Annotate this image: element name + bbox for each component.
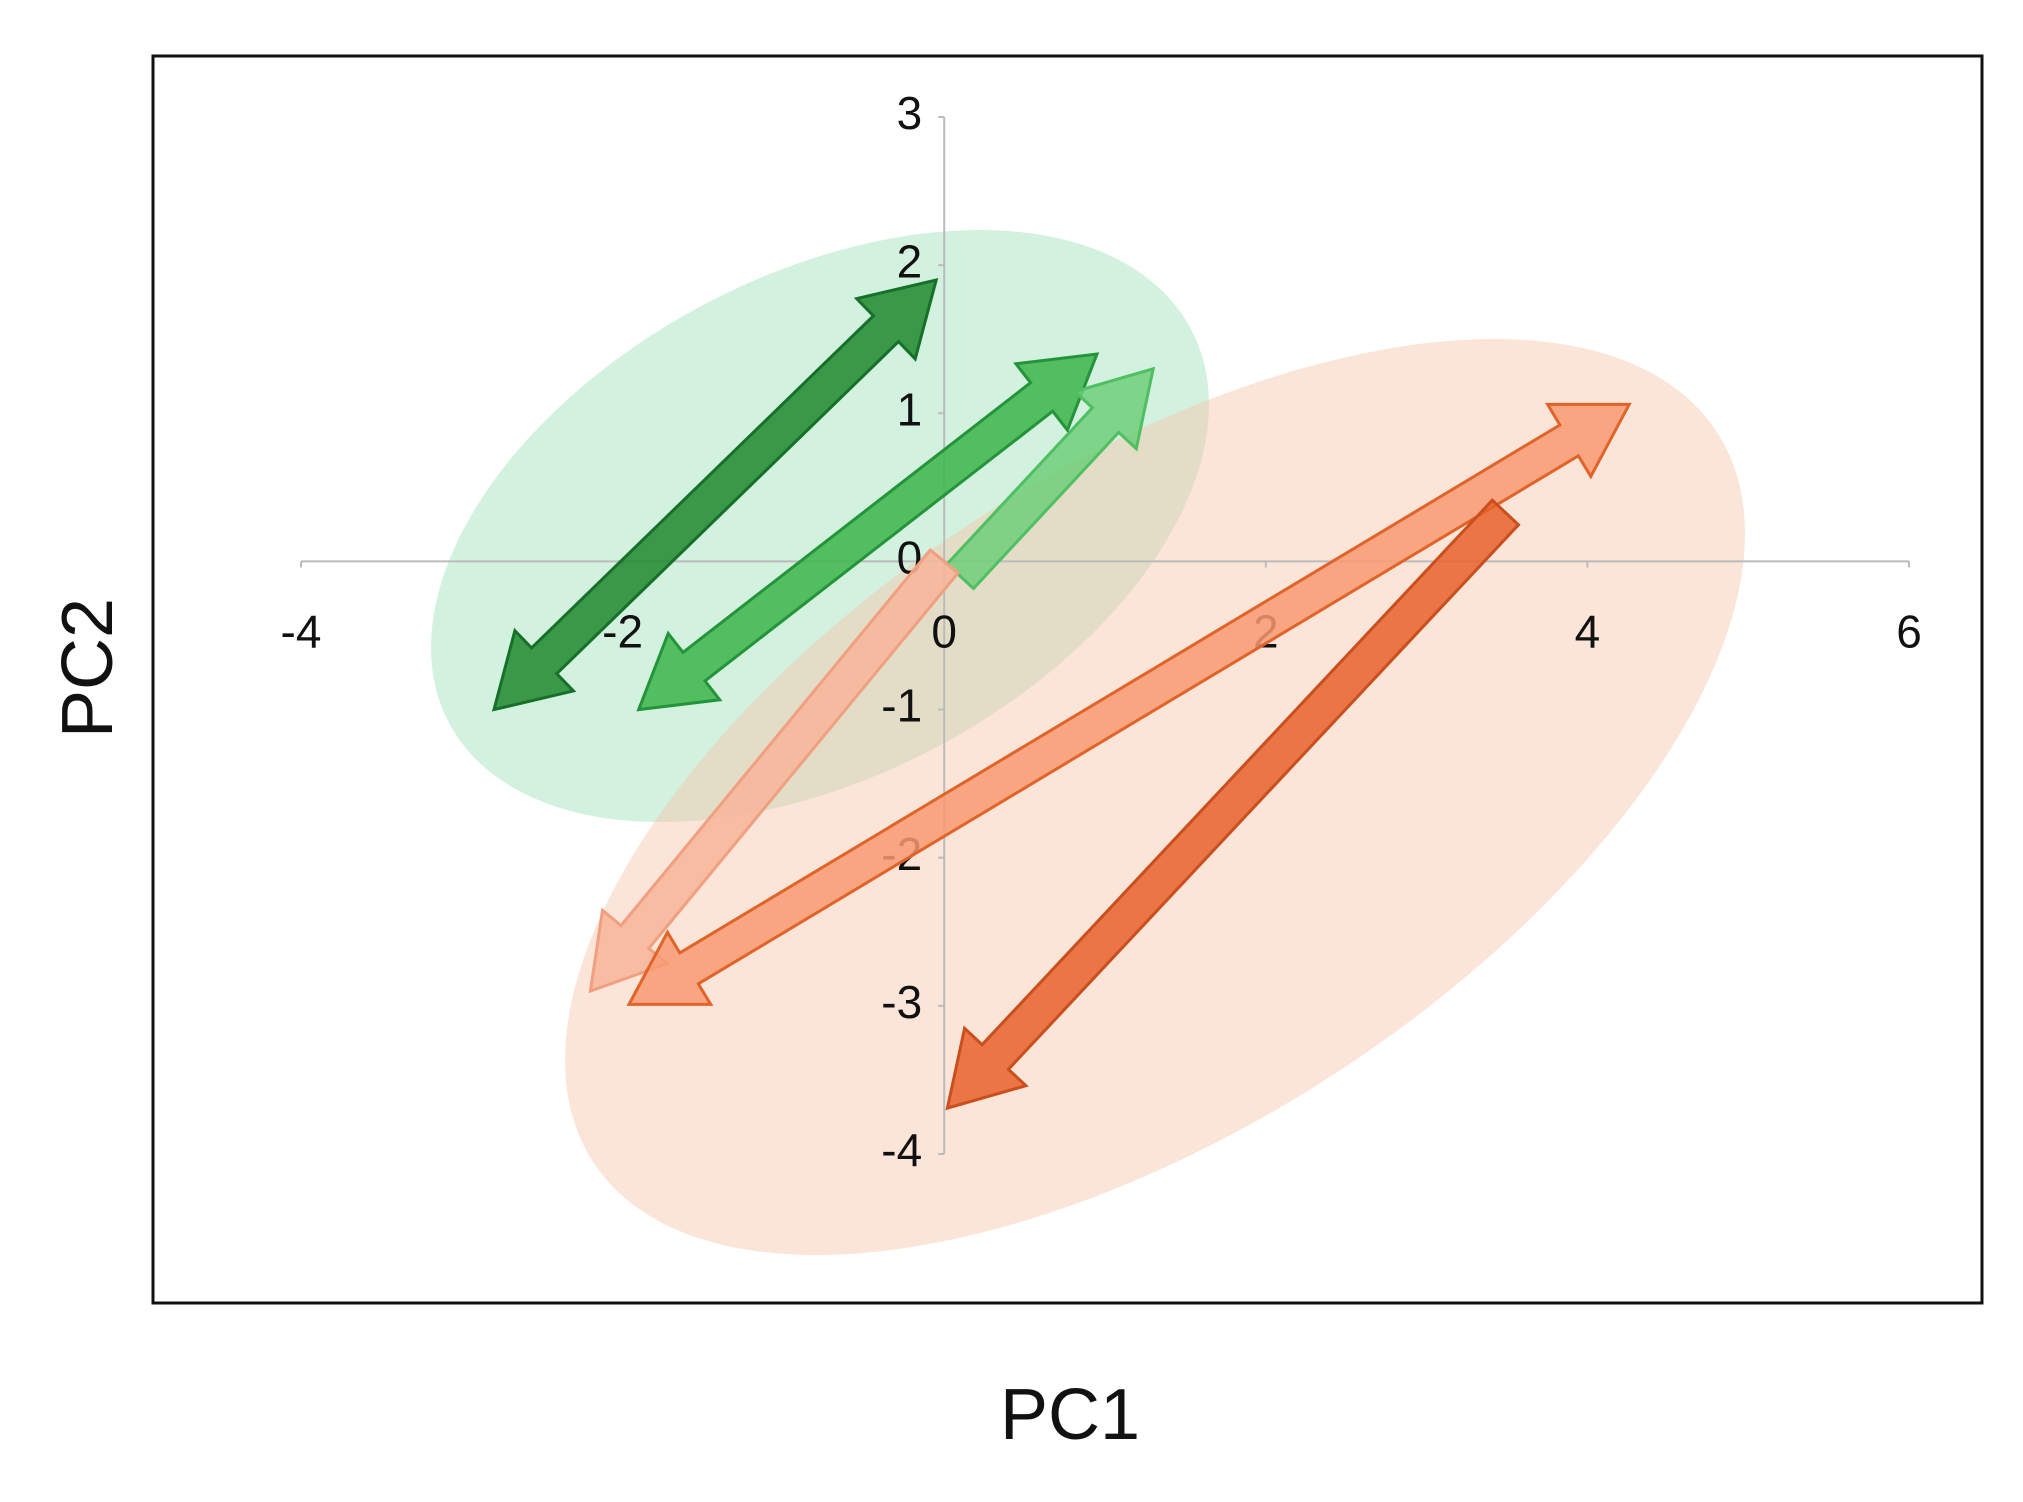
y-tick-label: 3 bbox=[897, 87, 923, 139]
x-tick-label: 4 bbox=[1575, 606, 1601, 658]
y-tick-label: 1 bbox=[897, 383, 923, 435]
arrow bbox=[945, 498, 1521, 1111]
y-tick-label: -3 bbox=[881, 976, 922, 1028]
y-tick-label: 2 bbox=[897, 235, 923, 287]
arrow bbox=[588, 547, 961, 994]
green-group-ellipse bbox=[431, 230, 1209, 822]
x-tick-label: -4 bbox=[281, 606, 322, 658]
arrow bbox=[626, 402, 1632, 1006]
arrow bbox=[944, 366, 1156, 591]
y-tick-label: -4 bbox=[881, 1124, 922, 1176]
x-tick-label: 0 bbox=[931, 606, 957, 658]
y-axis-title: PC2 bbox=[48, 598, 128, 738]
x-axis-title: PC1 bbox=[1000, 1375, 1140, 1455]
arrow bbox=[491, 277, 939, 712]
y-tick-label: -1 bbox=[881, 680, 922, 732]
arrows bbox=[491, 277, 1632, 1111]
x-tick-label: 6 bbox=[1896, 606, 1922, 658]
arrow bbox=[636, 352, 1100, 712]
